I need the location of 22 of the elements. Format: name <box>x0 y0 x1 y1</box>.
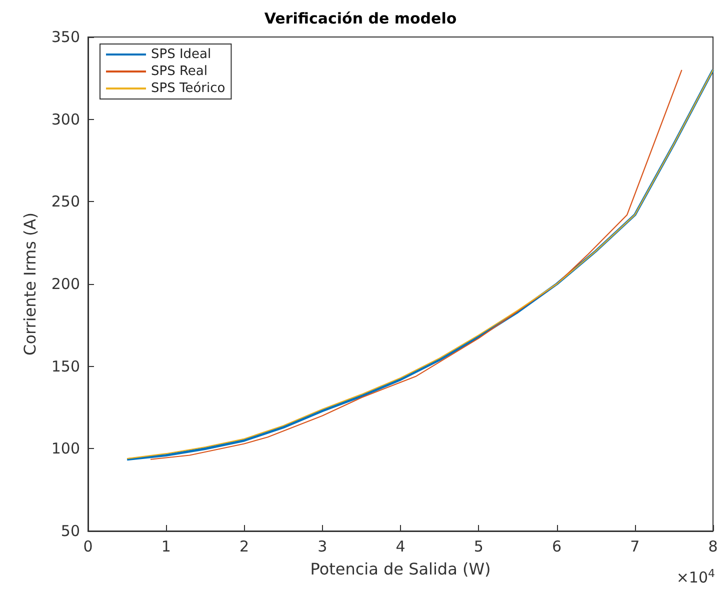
y-tick-label: 300 <box>51 110 80 128</box>
x-tick-label: 5 <box>474 538 484 556</box>
y-tick-label: 250 <box>51 192 80 211</box>
y-tick-label: 100 <box>51 440 80 458</box>
chart-title: Verificación de modelo <box>264 10 457 28</box>
y-tick-label: 350 <box>51 28 80 46</box>
y-axis-title: Corriente Irms (A) <box>20 212 40 356</box>
y-tick-label: 50 <box>60 522 80 540</box>
x-axis-title: Potencia de Salida (W) <box>310 560 491 578</box>
legend-label: SPS Real <box>151 64 208 79</box>
legend-label: SPS Ideal <box>151 47 212 62</box>
y-tick-label: 150 <box>51 357 80 376</box>
x-tick-label: 3 <box>318 538 328 556</box>
x-tick-label: 4 <box>396 538 406 556</box>
x-tick-label: 2 <box>239 538 250 556</box>
x-tick-label: 0 <box>83 538 93 556</box>
x-tick-label: 1 <box>161 538 171 556</box>
x-tick-label: 6 <box>552 538 562 556</box>
x-tick-label: 8 <box>708 538 718 556</box>
legend-label: SPS Teórico <box>151 81 226 96</box>
x-tick-label: 7 <box>630 538 640 556</box>
y-tick-label: 200 <box>51 275 80 293</box>
